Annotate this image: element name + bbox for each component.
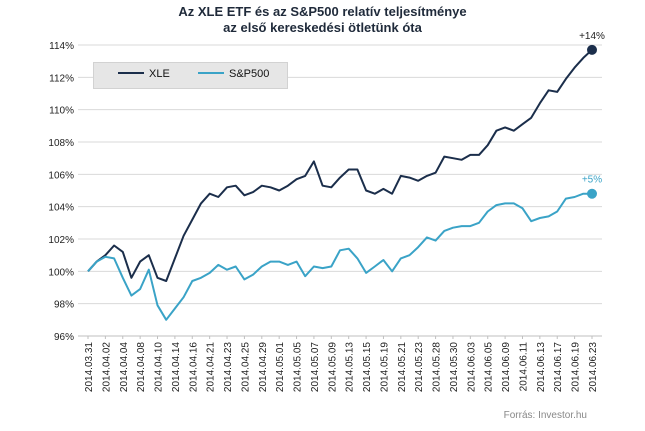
x-tick-label: 2014.06.17 [553, 342, 564, 392]
x-tick-label: 2014.03.31 [84, 342, 95, 392]
x-tick-label: 2014.04.02 [101, 342, 112, 392]
x-tick-label: 2014.05.23 [414, 342, 425, 392]
y-tick-label: 104% [48, 203, 74, 214]
x-tick-label: 2014.05.13 [345, 342, 356, 392]
y-tick-label: 108% [48, 138, 74, 149]
x-tick-label: 2014.05.15 [362, 342, 373, 392]
x-tick-label: 2014.05.19 [379, 342, 390, 392]
x-tick-label: 2014.05.28 [432, 342, 443, 392]
x-tick-label: 2014.06.23 [588, 342, 599, 392]
x-tick-label: 2014.04.25 [240, 342, 251, 392]
chart-title: Az XLE ETF és az S&P500 relatív teljesít… [178, 4, 467, 19]
x-tick-label: 2014.05.01 [275, 342, 286, 392]
y-tick-label: 98% [54, 300, 74, 311]
end-marker-sp500 [587, 188, 597, 199]
y-tick-label: 110% [49, 106, 74, 117]
x-tick-label: 2014.06.11 [518, 342, 529, 392]
y-tick-label: 112% [49, 73, 74, 84]
y-tick-label: 102% [48, 235, 74, 246]
x-tick-label: 2014.04.04 [119, 342, 130, 392]
legend-label-sp500: S&P500 [229, 68, 270, 80]
legend: XLE S&P500 [93, 62, 288, 89]
chart-subtitle: az első kereskedési ötletünk óta [223, 20, 422, 35]
legend-label-xle: XLE [149, 68, 170, 80]
x-tick-label: 2014.05.21 [397, 342, 408, 392]
x-tick-label: 2014.06.09 [501, 342, 512, 392]
y-tick-label: 114% [49, 41, 74, 52]
legend-item-xle: XLE [118, 68, 170, 80]
y-tick-label: 96% [54, 332, 74, 343]
x-tick-label: 2014.05.30 [449, 342, 460, 392]
legend-swatch-sp500 [198, 72, 224, 75]
legend-item-sp500: S&P500 [198, 68, 269, 80]
y-tick-label: 106% [48, 170, 74, 181]
end-label-sp500: +5% [582, 175, 602, 186]
x-tick-label: 2014.04.29 [258, 342, 269, 392]
x-tick-label: 2014.04.10 [154, 342, 165, 392]
y-tick-label: 100% [48, 267, 74, 278]
x-tick-label: 2014.05.05 [293, 342, 304, 392]
x-tick-label: 2014.06.05 [484, 342, 495, 392]
x-tick-label: 2014.04.16 [188, 342, 199, 392]
x-tick-label: 2014.06.03 [466, 342, 477, 392]
end-marker-xle [587, 44, 597, 55]
end-label-xle: +14% [579, 31, 605, 42]
x-tick-label: 2014.06.13 [536, 342, 547, 392]
series-line-xle [87, 49, 593, 282]
x-tick-label: 2014.04.21 [206, 342, 217, 392]
x-tick-label: 2014.04.23 [223, 342, 234, 392]
x-tick-label: 2014.06.19 [571, 342, 582, 392]
x-tick-label: 2014.04.08 [136, 342, 147, 392]
x-tick-label: 2014.05.09 [327, 342, 338, 392]
series-line-sp500 [87, 192, 592, 321]
x-tick-label: 2014.05.07 [310, 342, 321, 392]
x-tick-label: 2014.04.14 [171, 342, 182, 392]
source-note: Forrás: Investor.hu [503, 410, 587, 421]
legend-swatch-xle [118, 72, 144, 75]
